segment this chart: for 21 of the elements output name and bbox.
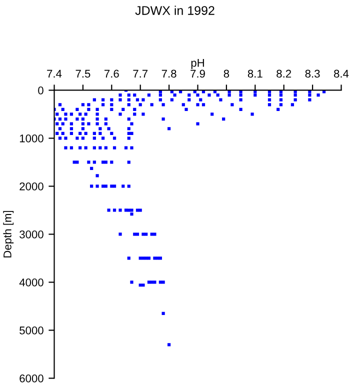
y-tick-label: 6000 [20, 374, 44, 382]
x-tick-label: 8.1 [248, 70, 262, 78]
x-tick-label: 7.6 [104, 70, 119, 78]
y-tick-label: 1000 [20, 134, 44, 142]
x-tick-label: 8 [224, 70, 230, 78]
x-tick-label: 7.8 [162, 70, 176, 78]
y-tick-label: 5000 [20, 326, 44, 334]
x-tick-label: 8.3 [305, 70, 320, 78]
x-tick-label: 8.4 [334, 70, 349, 78]
x-axis-title: pH [191, 59, 204, 69]
y-tick-label: 0 [38, 86, 44, 94]
x-tick-label: 7.5 [76, 70, 90, 78]
y-tick-label: 2000 [20, 182, 44, 190]
x-tick-label: 7.9 [190, 70, 205, 78]
chart-title: JDWX in 1992 [135, 6, 214, 15]
y-tick-label: 3000 [20, 230, 44, 238]
y-tick-label: 4000 [19, 278, 44, 286]
x-tick-label: 7.7 [133, 70, 148, 78]
x-tick-label: 7.4 [47, 70, 62, 78]
y-axis-title: Depth [m] [3, 210, 14, 258]
x-tick-label: 8.2 [276, 70, 292, 78]
